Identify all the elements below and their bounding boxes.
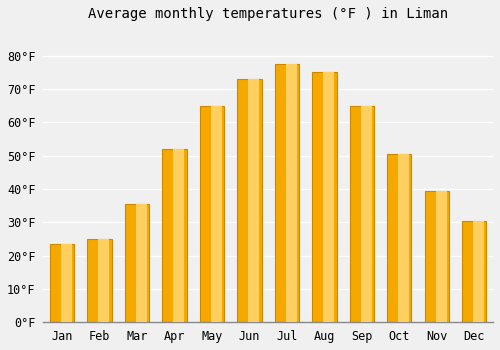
Bar [424, 191, 449, 322]
Bar [210, 106, 222, 322]
Title: Average monthly temperatures (°F ) in Liman: Average monthly temperatures (°F ) in Li… [88, 7, 448, 21]
Bar [323, 72, 334, 322]
Bar [162, 149, 186, 322]
Bar [98, 239, 109, 322]
Bar [387, 154, 411, 322]
Bar [87, 239, 112, 322]
Bar [436, 191, 446, 322]
Bar [173, 149, 184, 322]
Bar [200, 106, 224, 322]
Bar [136, 204, 146, 322]
Bar [286, 64, 296, 322]
Bar [50, 244, 74, 322]
Bar [237, 79, 262, 322]
Bar [60, 244, 72, 322]
Bar [398, 154, 409, 322]
Bar [248, 79, 259, 322]
Bar [350, 106, 374, 322]
Bar [312, 72, 336, 322]
Bar [473, 221, 484, 322]
Bar [360, 106, 372, 322]
Bar [462, 221, 486, 322]
Bar [274, 64, 299, 322]
Bar [124, 204, 149, 322]
